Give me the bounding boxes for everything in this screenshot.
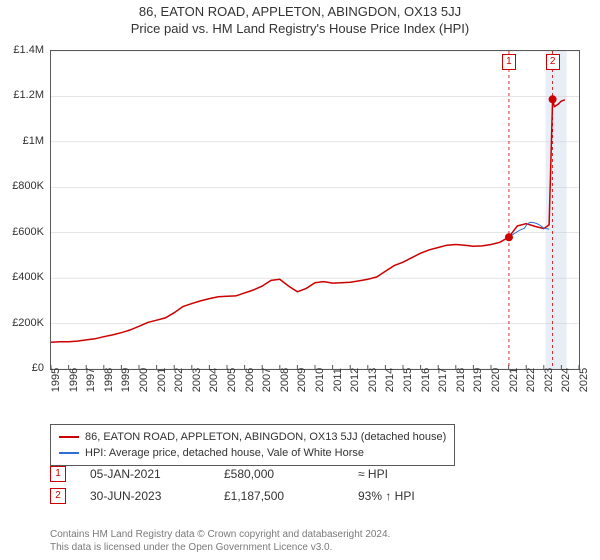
plot-area: 12 — [50, 50, 580, 370]
x-tick-label: 1995 — [50, 368, 62, 392]
sale-index-box: 1 — [502, 54, 516, 70]
y-tick-label: £1M — [23, 135, 44, 147]
x-tick-label: 2002 — [173, 368, 185, 392]
x-tick-label: 2023 — [543, 368, 555, 392]
x-tick-label: 2018 — [455, 368, 467, 392]
legend: 86, EATON ROAD, APPLETON, ABINGDON, OX13… — [50, 424, 455, 466]
y-tick-label: £400K — [12, 271, 44, 283]
y-tick-label: £200K — [12, 317, 44, 329]
x-tick-label: 1996 — [68, 368, 80, 392]
legend-row: HPI: Average price, detached house, Vale… — [59, 445, 446, 461]
sale-index-box: 2 — [50, 488, 66, 504]
legend-swatch — [59, 436, 79, 438]
footer-line-1: Contains HM Land Registry data © Crown c… — [50, 528, 390, 541]
legend-row: 86, EATON ROAD, APPLETON, ABINGDON, OX13… — [59, 429, 446, 445]
footer-line-2: This data is licensed under the Open Gov… — [50, 541, 390, 554]
y-tick-label: £1.2M — [13, 89, 44, 101]
sale-price: £580,000 — [224, 467, 334, 481]
sale-date: 30-JUN-2023 — [90, 489, 200, 503]
sale-index-box: 2 — [546, 54, 560, 70]
x-tick-label: 2014 — [384, 368, 396, 392]
legend-swatch — [59, 452, 79, 454]
x-tick-label: 2017 — [437, 368, 449, 392]
y-tick-label: £1.4M — [13, 44, 44, 56]
sale-index-box: 1 — [50, 466, 66, 482]
sale-row: 2 30-JUN-2023 £1,187,500 93% ↑ HPI — [50, 488, 448, 504]
chart-container: 86, EATON ROAD, APPLETON, ABINGDON, OX13… — [0, 0, 600, 560]
x-tick-label: 2003 — [191, 368, 203, 392]
x-tick-label: 2022 — [525, 368, 537, 392]
series-red — [51, 99, 565, 342]
sale-vs-hpi: 93% ↑ HPI — [358, 489, 448, 503]
x-tick-label: 2004 — [208, 368, 220, 392]
x-tick-label: 1999 — [120, 368, 132, 392]
footer: Contains HM Land Registry data © Crown c… — [50, 528, 390, 554]
y-axis-labels: £0£200K£400K£600K£800K£1M£1.2M£1.4M — [0, 50, 48, 370]
x-tick-label: 2007 — [261, 368, 273, 392]
title-sub: Price paid vs. HM Land Registry's House … — [0, 21, 600, 36]
x-tick-label: 2025 — [578, 368, 590, 392]
sale-date: 05-JAN-2021 — [90, 467, 200, 481]
x-tick-label: 2015 — [402, 368, 414, 392]
legend-label: HPI: Average price, detached house, Vale… — [85, 445, 364, 461]
x-tick-label: 2012 — [349, 368, 361, 392]
x-tick-label: 2009 — [296, 368, 308, 392]
sale-vs-hpi: ≈ HPI — [358, 467, 448, 481]
y-tick-label: £800K — [12, 180, 44, 192]
x-tick-label: 2024 — [560, 368, 572, 392]
x-tick-label: 2005 — [226, 368, 238, 392]
x-tick-label: 2020 — [490, 368, 502, 392]
title-main: 86, EATON ROAD, APPLETON, ABINGDON, OX13… — [0, 4, 600, 19]
sale-price: £1,187,500 — [224, 489, 334, 503]
sales-table: 1 05-JAN-2021 £580,000 ≈ HPI 2 30-JUN-2023 £1,… — [50, 466, 448, 510]
y-tick-label: £0 — [32, 362, 44, 374]
x-tick-label: 1998 — [103, 368, 115, 392]
plot-svg — [51, 51, 579, 369]
legend-label: 86, EATON ROAD, APPLETON, ABINGDON, OX13… — [85, 429, 446, 445]
sale-row: 1 05-JAN-2021 £580,000 ≈ HPI — [50, 466, 448, 482]
x-tick-label: 2011 — [332, 368, 344, 392]
x-tick-label: 2013 — [367, 368, 379, 392]
titles: 86, EATON ROAD, APPLETON, ABINGDON, OX13… — [0, 0, 600, 36]
x-tick-label: 2000 — [138, 368, 150, 392]
x-tick-label: 2006 — [244, 368, 256, 392]
x-tick-label: 1997 — [85, 368, 97, 392]
x-tick-label: 2001 — [156, 368, 168, 392]
y-tick-label: £600K — [12, 226, 44, 238]
x-tick-label: 2021 — [508, 368, 520, 392]
x-tick-label: 2016 — [420, 368, 432, 392]
x-tick-label: 2008 — [279, 368, 291, 392]
x-tick-label: 2019 — [472, 368, 484, 392]
x-axis-labels: 1995199619971998199920002001200220032004… — [50, 372, 580, 420]
gridlines — [51, 51, 579, 369]
x-tick-label: 2010 — [314, 368, 326, 392]
